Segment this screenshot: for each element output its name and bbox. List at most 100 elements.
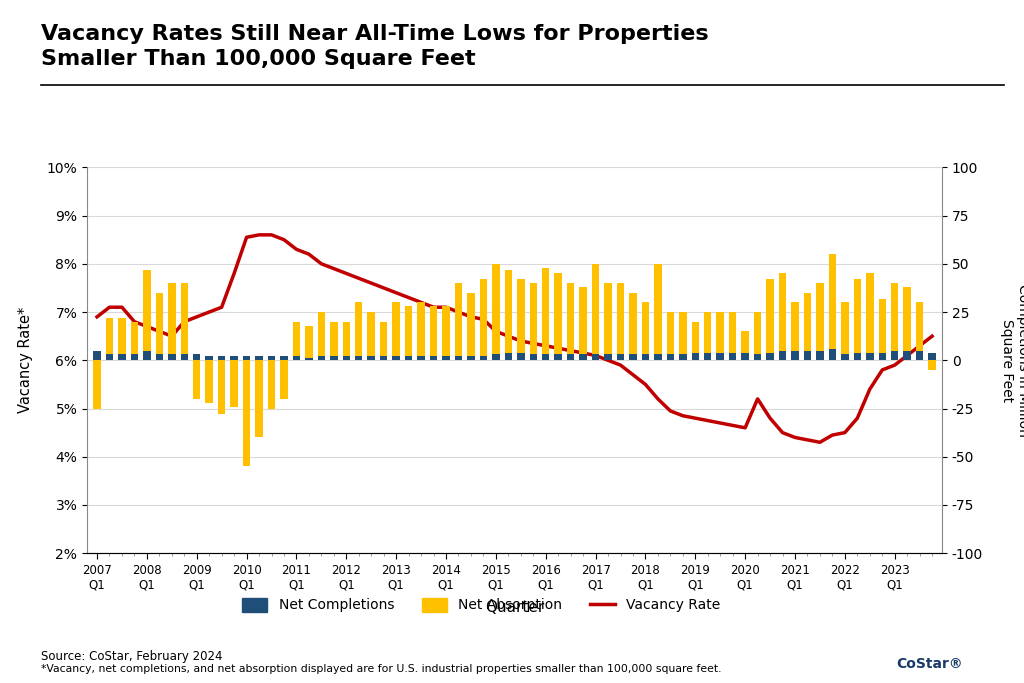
Bar [816, 350, 823, 361]
Bar [479, 279, 487, 361]
Bar [792, 350, 799, 361]
Bar [705, 312, 712, 361]
Bar [616, 283, 625, 361]
Bar [592, 264, 599, 361]
Bar [879, 298, 886, 361]
Bar [493, 354, 500, 361]
Bar [317, 357, 325, 361]
Bar [93, 361, 100, 408]
Text: *Vacancy, net completions, and net absorption displayed are for U.S. industrial : *Vacancy, net completions, and net absor… [41, 664, 722, 674]
Bar [691, 352, 699, 361]
Bar [604, 283, 611, 361]
Bar [380, 357, 387, 361]
Text: CoStar®: CoStar® [896, 657, 963, 671]
Bar [542, 268, 550, 361]
Bar [442, 306, 450, 361]
Bar [804, 293, 811, 361]
Bar [368, 357, 375, 361]
Bar [380, 322, 387, 361]
Bar [455, 283, 462, 361]
Bar [779, 273, 786, 361]
Bar [180, 354, 188, 361]
Bar [230, 357, 238, 361]
Bar [93, 350, 100, 361]
Bar [517, 279, 524, 361]
Bar [654, 354, 662, 361]
Vacancy Rate [851, 414, 863, 422]
Bar [667, 312, 674, 361]
Bar [156, 354, 163, 361]
Bar [305, 359, 312, 361]
Bar [143, 270, 151, 361]
Bar [330, 322, 338, 361]
Bar [866, 273, 873, 361]
Bar [131, 354, 138, 361]
Bar [305, 326, 312, 361]
Bar [404, 306, 413, 361]
Bar [156, 293, 163, 361]
Bar [255, 361, 263, 438]
Bar [168, 283, 175, 361]
Bar [105, 354, 114, 361]
Bar [529, 283, 537, 361]
Bar [866, 352, 873, 361]
Bar [792, 303, 799, 361]
Bar [392, 357, 400, 361]
Vacancy Rate [253, 231, 265, 239]
X-axis label: Quarter: Quarter [485, 600, 544, 615]
Bar [243, 361, 250, 466]
Bar [841, 354, 849, 361]
Bar [118, 318, 126, 361]
Bar [879, 352, 886, 361]
Bar [404, 357, 413, 361]
Bar [529, 354, 537, 361]
Bar [729, 352, 736, 361]
Bar [816, 283, 823, 361]
Bar [642, 354, 649, 361]
Bar [903, 287, 911, 361]
Bar [679, 354, 686, 361]
Bar [218, 361, 225, 415]
Bar [180, 283, 188, 361]
Bar [580, 354, 587, 361]
Bar [766, 352, 774, 361]
Bar [891, 350, 898, 361]
Bar [343, 322, 350, 361]
Bar [604, 354, 611, 361]
Bar [629, 293, 637, 361]
Bar [554, 273, 562, 361]
Bar [143, 350, 151, 361]
Bar [193, 354, 201, 361]
Bar [467, 293, 475, 361]
Bar [479, 357, 487, 361]
Bar [505, 352, 512, 361]
Bar [667, 354, 674, 361]
Bar [903, 350, 911, 361]
Text: Vacancy Rates Still Near All-Time Lows for Properties
Smaller Than 100,000 Squar: Vacancy Rates Still Near All-Time Lows f… [41, 24, 709, 69]
Bar [542, 354, 550, 361]
Bar [355, 303, 362, 361]
Bar [629, 354, 637, 361]
Bar [442, 357, 450, 361]
Y-axis label: Net Absorption and
Completions in Million
Square Feet: Net Absorption and Completions in Millio… [999, 284, 1024, 436]
Bar [118, 354, 126, 361]
Text: Source: CoStar, February 2024: Source: CoStar, February 2024 [41, 650, 222, 663]
Vacancy Rate [926, 332, 938, 340]
Bar [915, 303, 924, 361]
Legend: Net Completions, Net Absorption, Vacancy Rate: Net Completions, Net Absorption, Vacancy… [237, 592, 726, 618]
Bar [493, 264, 500, 361]
Bar [717, 312, 724, 361]
Bar [705, 352, 712, 361]
Bar [467, 357, 475, 361]
Bar [567, 283, 574, 361]
Bar [766, 279, 774, 361]
Bar [654, 264, 662, 361]
Bar [267, 357, 275, 361]
Bar [854, 279, 861, 361]
Vacancy Rate [863, 385, 876, 393]
Bar [592, 354, 599, 361]
Bar [317, 312, 325, 361]
Bar [754, 312, 762, 361]
Bar [741, 331, 749, 361]
Bar [255, 357, 263, 361]
